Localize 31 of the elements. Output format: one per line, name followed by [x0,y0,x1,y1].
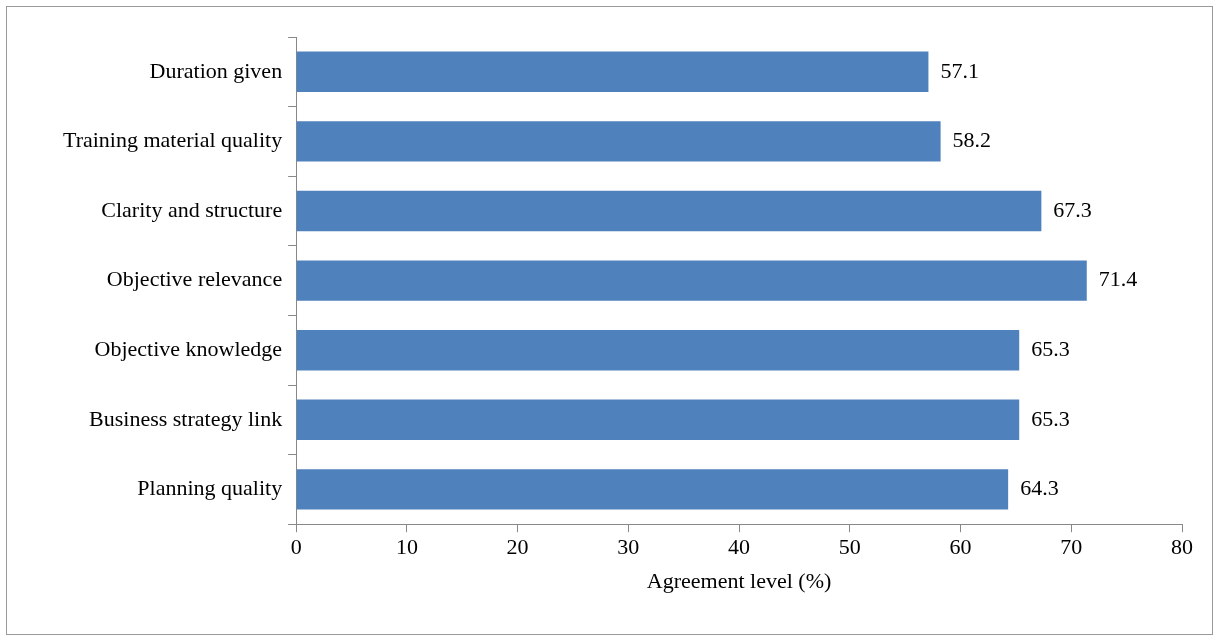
y-tick-label: Business strategy link [89,405,283,431]
bar [296,51,929,92]
bar [296,121,941,162]
data-label: 65.3 [1031,405,1070,431]
x-tick-label: 40 [728,534,751,560]
data-label: 64.3 [1020,475,1059,501]
x-tick-label: 20 [506,534,529,560]
data-label: 65.3 [1031,335,1070,361]
y-tick-label: Objective knowledge [94,335,283,361]
bar [296,399,1020,440]
y-tick-label: Planning quality [137,475,283,501]
data-label: 57.1 [940,57,979,83]
x-tick-label: 80 [1171,534,1193,560]
data-label: 71.4 [1098,266,1138,292]
y-tick-label: Duration given [149,57,283,83]
y-tick-label: Training material quality [63,127,283,153]
x-tick-label: 30 [617,534,640,560]
bar [296,330,1020,371]
x-tick-label: 10 [395,534,418,560]
bar [296,469,1009,510]
data-label: 58.2 [952,127,992,153]
bar [296,260,1087,301]
x-tick-label: 60 [949,534,972,560]
x-tick-label: 50 [838,534,861,560]
data-label: 67.3 [1053,196,1092,222]
y-tick-label: Objective relevance [106,266,283,292]
x-axis-title: Agreement level (%) [646,567,832,593]
bar [296,190,1042,232]
x-tick-label: 0 [290,534,302,560]
y-tick-label: Clarity and structure [101,196,283,222]
x-tick-label: 70 [1060,534,1083,560]
